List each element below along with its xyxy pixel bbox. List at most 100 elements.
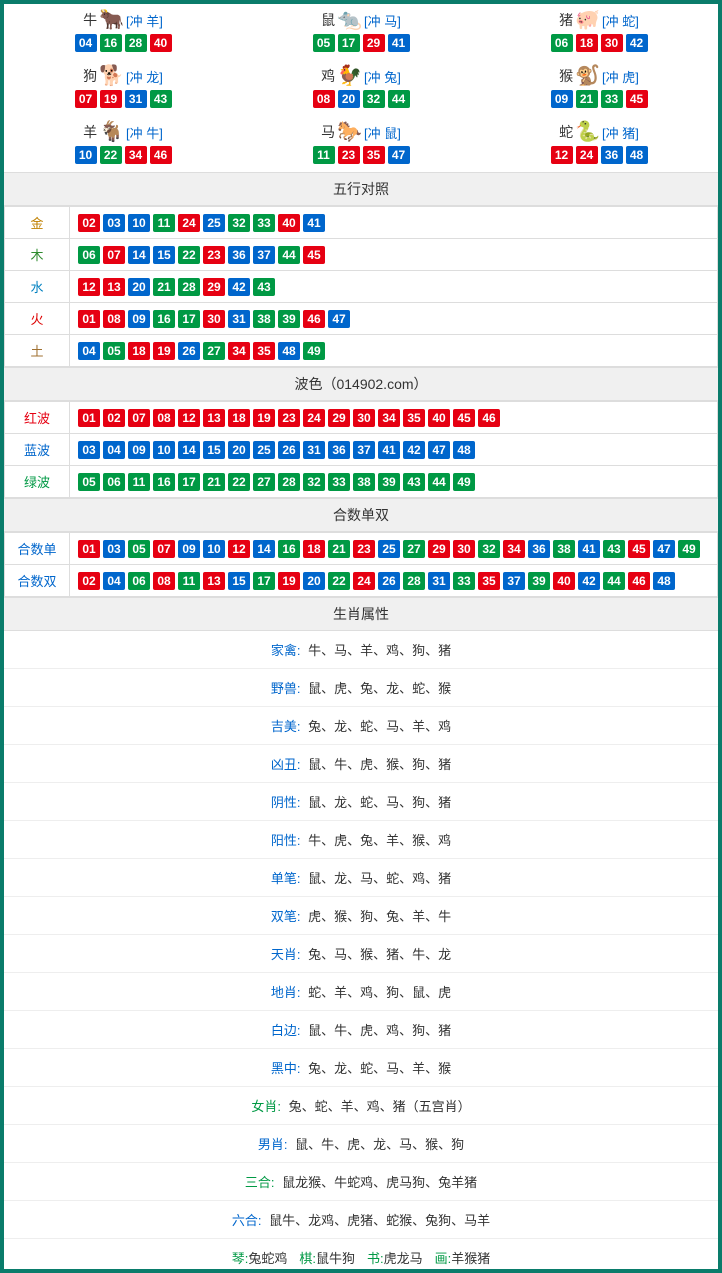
final-row: 琴:兔蛇鸡棋:鼠牛狗书:虎龙马画:羊猴猪 bbox=[4, 1239, 718, 1269]
ball-28: 28 bbox=[403, 572, 425, 590]
ball-33: 33 bbox=[328, 473, 350, 491]
ball-43: 43 bbox=[603, 540, 625, 558]
zodiac-clash: [冲 牛] bbox=[126, 123, 163, 142]
ball-38: 38 bbox=[253, 310, 275, 328]
attr-value: 鼠龙猴、牛蛇鸡、虎马狗、兔羊猪 bbox=[279, 1175, 478, 1190]
zodiac-cell-牛: 牛🐂[冲 羊]04162840 bbox=[4, 4, 242, 60]
attr-value: 鼠牛、龙鸡、虎猪、蛇猴、兔狗、马羊 bbox=[266, 1213, 491, 1228]
ball-41: 41 bbox=[388, 34, 410, 52]
ball-13: 13 bbox=[203, 572, 225, 590]
zodiac-emoji-icon: 🐕 bbox=[99, 66, 124, 86]
ball-29: 29 bbox=[428, 540, 450, 558]
row-label: 蓝波 bbox=[5, 434, 70, 466]
attr-value: 兔、马、猴、猪、牛、龙 bbox=[305, 947, 452, 962]
row-label: 火 bbox=[5, 303, 70, 335]
row-balls: 0204060811131517192022242628313335373940… bbox=[78, 572, 709, 590]
row-balls: 03040910141520252631363741424748 bbox=[78, 441, 709, 459]
ball-06: 06 bbox=[128, 572, 150, 590]
attr-label: 凶丑: bbox=[271, 757, 301, 772]
ball-27: 27 bbox=[203, 342, 225, 360]
ball-24: 24 bbox=[303, 409, 325, 427]
row-label: 金 bbox=[5, 207, 70, 239]
ball-22: 22 bbox=[100, 146, 122, 164]
attrs-list: 家禽: 牛、马、羊、鸡、狗、猪野兽: 鼠、虎、兔、龙、蛇、猴吉美: 兔、龙、蛇、… bbox=[4, 631, 718, 1239]
attr-label: 阴性: bbox=[271, 795, 301, 810]
ball-33: 33 bbox=[253, 214, 275, 232]
ball-05: 05 bbox=[313, 34, 335, 52]
ball-47: 47 bbox=[388, 146, 410, 164]
attr-value: 兔、蛇、羊、鸡、猪（五宫肖） bbox=[285, 1099, 471, 1114]
attr-value: 鼠、牛、虎、猴、狗、猪 bbox=[305, 757, 452, 772]
ball-09: 09 bbox=[128, 441, 150, 459]
ball-31: 31 bbox=[228, 310, 250, 328]
ball-10: 10 bbox=[75, 146, 97, 164]
final-value: 鼠牛狗 bbox=[316, 1251, 355, 1266]
ball-21: 21 bbox=[153, 278, 175, 296]
attr-row: 阴性: 鼠、龙、蛇、马、狗、猪 bbox=[4, 783, 718, 821]
zodiac-clash: [冲 鼠] bbox=[364, 123, 401, 142]
ball-23: 23 bbox=[353, 540, 375, 558]
ball-47: 47 bbox=[328, 310, 350, 328]
ball-30: 30 bbox=[601, 34, 623, 52]
ball-44: 44 bbox=[428, 473, 450, 491]
ball-45: 45 bbox=[628, 540, 650, 558]
zodiac-cell-马: 马🐎[冲 鼠]11233547 bbox=[242, 116, 480, 172]
ball-30: 30 bbox=[453, 540, 475, 558]
zodiac-cell-狗: 狗🐕[冲 龙]07193143 bbox=[4, 60, 242, 116]
zodiac-emoji-icon: 🐓 bbox=[337, 66, 362, 86]
final-label: 琴: bbox=[232, 1251, 249, 1266]
ball-32: 32 bbox=[228, 214, 250, 232]
ball-35: 35 bbox=[253, 342, 275, 360]
zodiac-emoji-icon: 🐐 bbox=[99, 122, 124, 142]
ball-36: 36 bbox=[528, 540, 550, 558]
ball-26: 26 bbox=[178, 342, 200, 360]
row-label: 木 bbox=[5, 239, 70, 271]
ball-40: 40 bbox=[553, 572, 575, 590]
ball-15: 15 bbox=[153, 246, 175, 264]
ball-19: 19 bbox=[278, 572, 300, 590]
zodiac-balls: 07193143 bbox=[4, 90, 242, 108]
row-balls: 06071415222336374445 bbox=[78, 246, 709, 264]
ball-02: 02 bbox=[78, 572, 100, 590]
ball-09: 09 bbox=[128, 310, 150, 328]
zodiac-emoji-icon: 🐒 bbox=[575, 66, 600, 86]
ball-23: 23 bbox=[203, 246, 225, 264]
ball-20: 20 bbox=[338, 90, 360, 108]
attr-label: 阳性: bbox=[271, 833, 301, 848]
section-title-attr: 生肖属性 bbox=[4, 597, 718, 631]
ball-16: 16 bbox=[278, 540, 300, 558]
ball-20: 20 bbox=[303, 572, 325, 590]
ball-41: 41 bbox=[378, 441, 400, 459]
row-balls: 05061116172122272832333839434449 bbox=[78, 473, 709, 491]
zodiac-clash: [冲 虎] bbox=[602, 67, 639, 86]
attr-value: 鼠、牛、虎、龙、马、猴、狗 bbox=[292, 1137, 465, 1152]
ball-49: 49 bbox=[303, 342, 325, 360]
attr-label: 黑中: bbox=[271, 1061, 301, 1076]
ball-12: 12 bbox=[551, 146, 573, 164]
zodiac-balls: 11233547 bbox=[242, 146, 480, 164]
ball-07: 07 bbox=[128, 409, 150, 427]
ball-22: 22 bbox=[178, 246, 200, 264]
ball-23: 23 bbox=[338, 146, 360, 164]
ball-08: 08 bbox=[103, 310, 125, 328]
ball-10: 10 bbox=[203, 540, 225, 558]
final-value: 羊猴猪 bbox=[451, 1251, 490, 1266]
attr-value: 鼠、龙、蛇、马、狗、猪 bbox=[305, 795, 452, 810]
ball-45: 45 bbox=[453, 409, 475, 427]
ball-11: 11 bbox=[313, 146, 335, 164]
attr-row: 家禽: 牛、马、羊、鸡、狗、猪 bbox=[4, 631, 718, 669]
ball-04: 04 bbox=[103, 572, 125, 590]
ball-08: 08 bbox=[153, 572, 175, 590]
ball-08: 08 bbox=[153, 409, 175, 427]
zodiac-clash: [冲 龙] bbox=[126, 67, 163, 86]
ball-25: 25 bbox=[253, 441, 275, 459]
attr-label: 天肖: bbox=[271, 947, 301, 962]
ball-13: 13 bbox=[103, 278, 125, 296]
ball-01: 01 bbox=[78, 310, 100, 328]
ball-46: 46 bbox=[150, 146, 172, 164]
attr-value: 鼠、虎、兔、龙、蛇、猴 bbox=[305, 681, 452, 696]
ball-04: 04 bbox=[75, 34, 97, 52]
attr-label: 男肖: bbox=[258, 1137, 288, 1152]
ball-49: 49 bbox=[453, 473, 475, 491]
ball-36: 36 bbox=[601, 146, 623, 164]
